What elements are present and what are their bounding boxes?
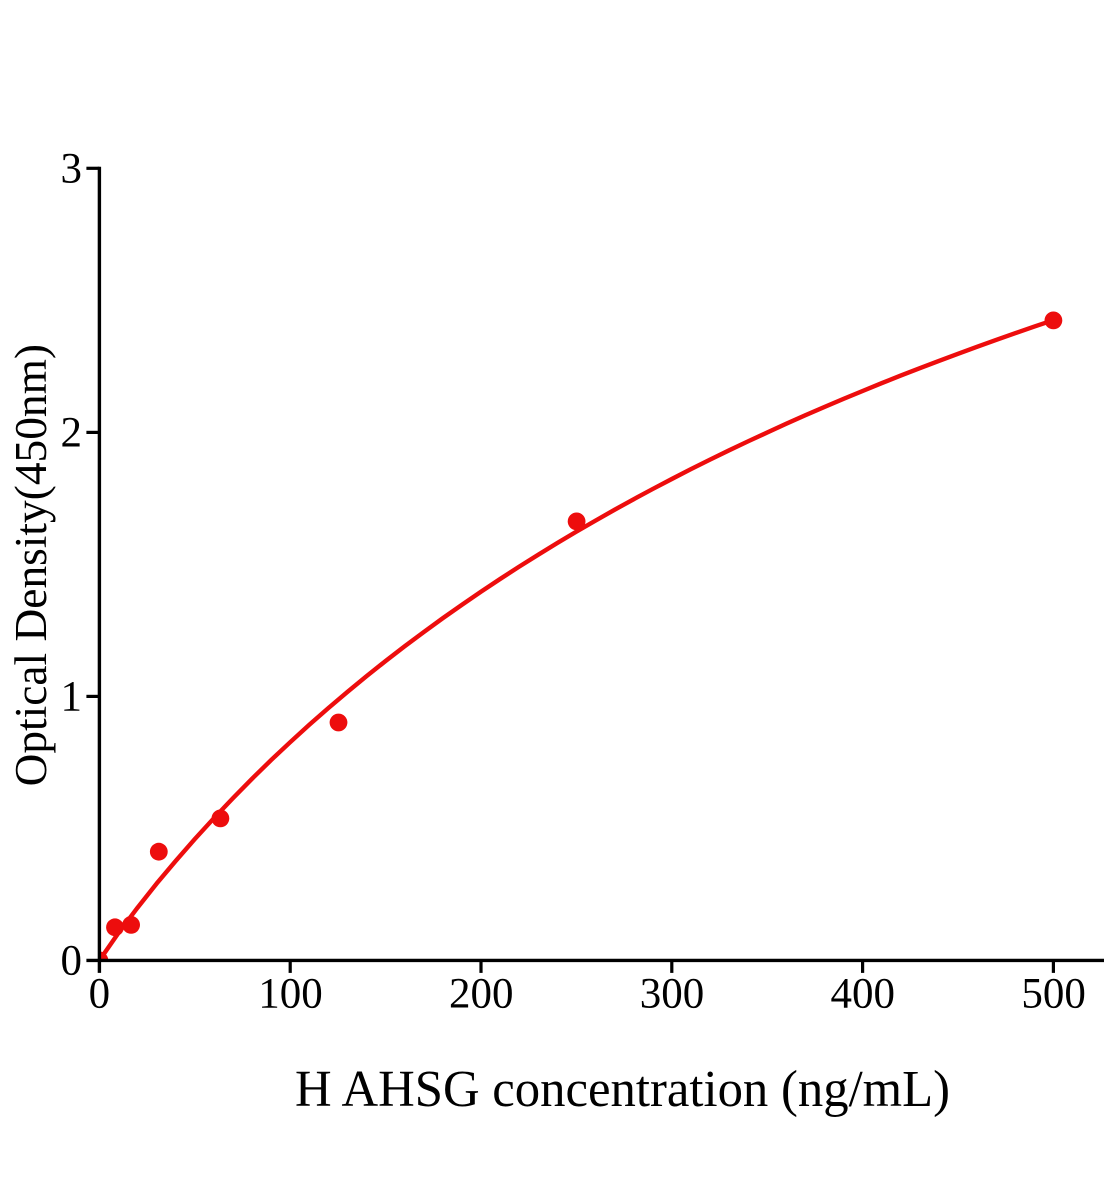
svg-text:300: 300 <box>640 970 705 1017</box>
svg-text:Optical Density(450nm): Optical Density(450nm) <box>6 344 56 786</box>
svg-text:H AHSG concentration (ng/mL): H AHSG concentration (ng/mL) <box>295 1061 950 1118</box>
svg-text:0: 0 <box>89 970 111 1017</box>
svg-text:2: 2 <box>61 409 83 456</box>
svg-text:1: 1 <box>61 673 83 720</box>
svg-text:400: 400 <box>831 970 896 1017</box>
svg-text:3: 3 <box>61 145 83 192</box>
svg-text:500: 500 <box>1021 970 1086 1017</box>
svg-text:200: 200 <box>449 970 514 1017</box>
svg-text:100: 100 <box>258 970 323 1017</box>
svg-text:0: 0 <box>61 937 83 984</box>
